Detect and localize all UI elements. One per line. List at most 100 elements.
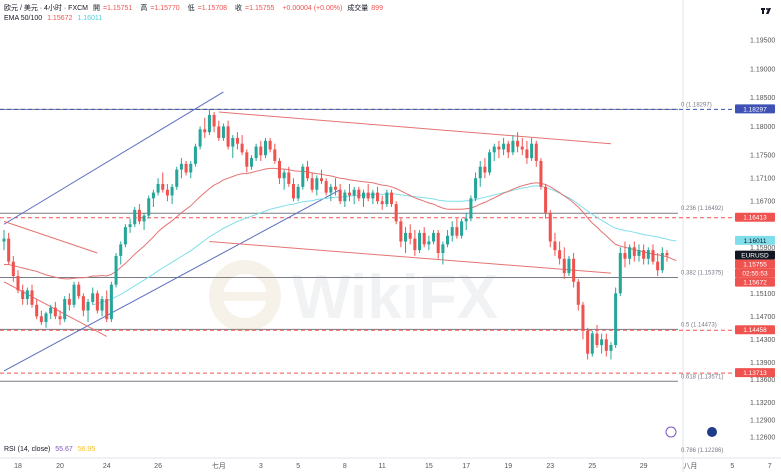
candle-body [207, 114, 211, 133]
candle-body [604, 339, 608, 351]
trend-line-blue-upper [3, 91, 224, 225]
symbol-title[interactable]: 欧元 / 美元 · 4小时 · FXCM [4, 5, 88, 12]
x-tick-label: 18 [14, 463, 22, 470]
y-tick-label: 1.14700 [750, 314, 775, 321]
candle-body [413, 238, 417, 251]
y-tick-label: 1.13900 [750, 360, 775, 367]
candle-body [151, 192, 155, 199]
candle-body [347, 192, 352, 196]
y-tick-label: 1.17100 [750, 176, 775, 183]
candle-body [86, 301, 90, 311]
price-tag-label: 1.16413 [743, 215, 767, 222]
candle-body [534, 143, 538, 161]
candle-body [193, 146, 197, 164]
candle-body [324, 181, 328, 193]
candle-body [488, 152, 492, 173]
candle-body [450, 227, 454, 236]
candle-body [16, 276, 20, 291]
x-tick-label: 17 [462, 463, 470, 470]
fib-level-label: 0.618 (1.13571) [681, 374, 723, 380]
y-tick-label: 1.15100 [750, 291, 775, 298]
candle-body [502, 143, 506, 150]
high-label: 高 [140, 5, 148, 12]
rsi-label[interactable]: RSI (14, close) [4, 446, 51, 453]
candle-body [623, 253, 627, 259]
candle-body [618, 253, 622, 294]
trend-line-blue-lower [3, 189, 341, 372]
candle-body [245, 152, 249, 167]
candle-body [287, 172, 291, 184]
x-tick-label: 5 [296, 463, 300, 470]
x-tick-label: 24 [103, 463, 111, 470]
candle-body [100, 299, 104, 311]
candle-body [460, 221, 464, 236]
candle-body [446, 235, 450, 245]
price-tag-bg [735, 259, 775, 269]
price-tag-bg [735, 368, 775, 378]
candle-body [235, 137, 239, 144]
candle-body [77, 284, 81, 297]
candle-body [21, 290, 25, 300]
ema-label[interactable]: EMA 50/100 [4, 15, 43, 22]
y-tick-label: 1.14300 [750, 337, 775, 344]
candle-body [114, 255, 118, 285]
price-tag-bg [735, 212, 775, 222]
price-tag-bg [735, 325, 775, 335]
x-tick-label: 11 [379, 463, 386, 470]
candle-body [305, 166, 310, 179]
candle-body [436, 232, 440, 254]
y-tick-label: 1.13600 [750, 377, 775, 384]
candle-body [595, 333, 599, 346]
candle-body [656, 261, 660, 271]
price-tag-bg [735, 268, 775, 278]
volume-label: 成交量 [347, 5, 369, 12]
header-row-2: EMA 50/100 1.15672 1.16011 [4, 14, 105, 23]
y-tick-label: 1.18000 [750, 124, 775, 131]
candle-body [399, 221, 403, 242]
x-tick-label: 7 [768, 463, 772, 470]
price-tag-bg [735, 277, 775, 287]
candle-body [544, 186, 548, 213]
y-tick-label: 1.19000 [750, 66, 775, 73]
ema50-value: 1.15672 [47, 15, 73, 22]
y-tick-label: 1.12600 [750, 435, 775, 442]
tradingview-logo-icon[interactable] [761, 5, 771, 15]
candle-body [198, 129, 202, 147]
candle-body [240, 143, 244, 153]
candle-body [651, 250, 655, 262]
price-tag-bg [735, 104, 775, 114]
candle-body [301, 166, 305, 187]
candle-body [441, 244, 445, 254]
candle-body [567, 258, 571, 274]
fib-level-label: 0.5 (1.14473) [681, 322, 717, 328]
x-tick-label: 29 [640, 463, 648, 470]
change-value: +0.00004 (+0.00%) [282, 5, 343, 12]
candle-body [11, 261, 15, 277]
price-tag-bg [735, 235, 775, 245]
candle-body [263, 140, 267, 156]
price-tag-label: EURUSD [741, 253, 769, 260]
candle-body [614, 293, 618, 346]
y-tick-label: 1.19500 [750, 38, 775, 45]
trend-line-red-lower [209, 241, 612, 274]
candle-body [418, 232, 422, 251]
candle-body [483, 166, 487, 173]
candle-body [464, 218, 468, 222]
candle-body [63, 299, 67, 320]
high-value: =1.15770 [150, 5, 180, 12]
candle-body [147, 198, 151, 216]
candle-body [30, 290, 34, 305]
candle-body [109, 284, 113, 320]
price-tag-label: 1.14458 [743, 327, 767, 334]
candle-body [609, 345, 613, 351]
x-tick-label: 26 [154, 463, 162, 470]
candle-body [665, 253, 669, 256]
candle-body [404, 232, 408, 242]
candle-body [520, 146, 524, 150]
candle-body [231, 137, 235, 147]
x-tick-label: 3 [259, 463, 263, 470]
candle-body [249, 158, 253, 167]
candle-body [254, 146, 258, 159]
candle-body [361, 192, 366, 199]
